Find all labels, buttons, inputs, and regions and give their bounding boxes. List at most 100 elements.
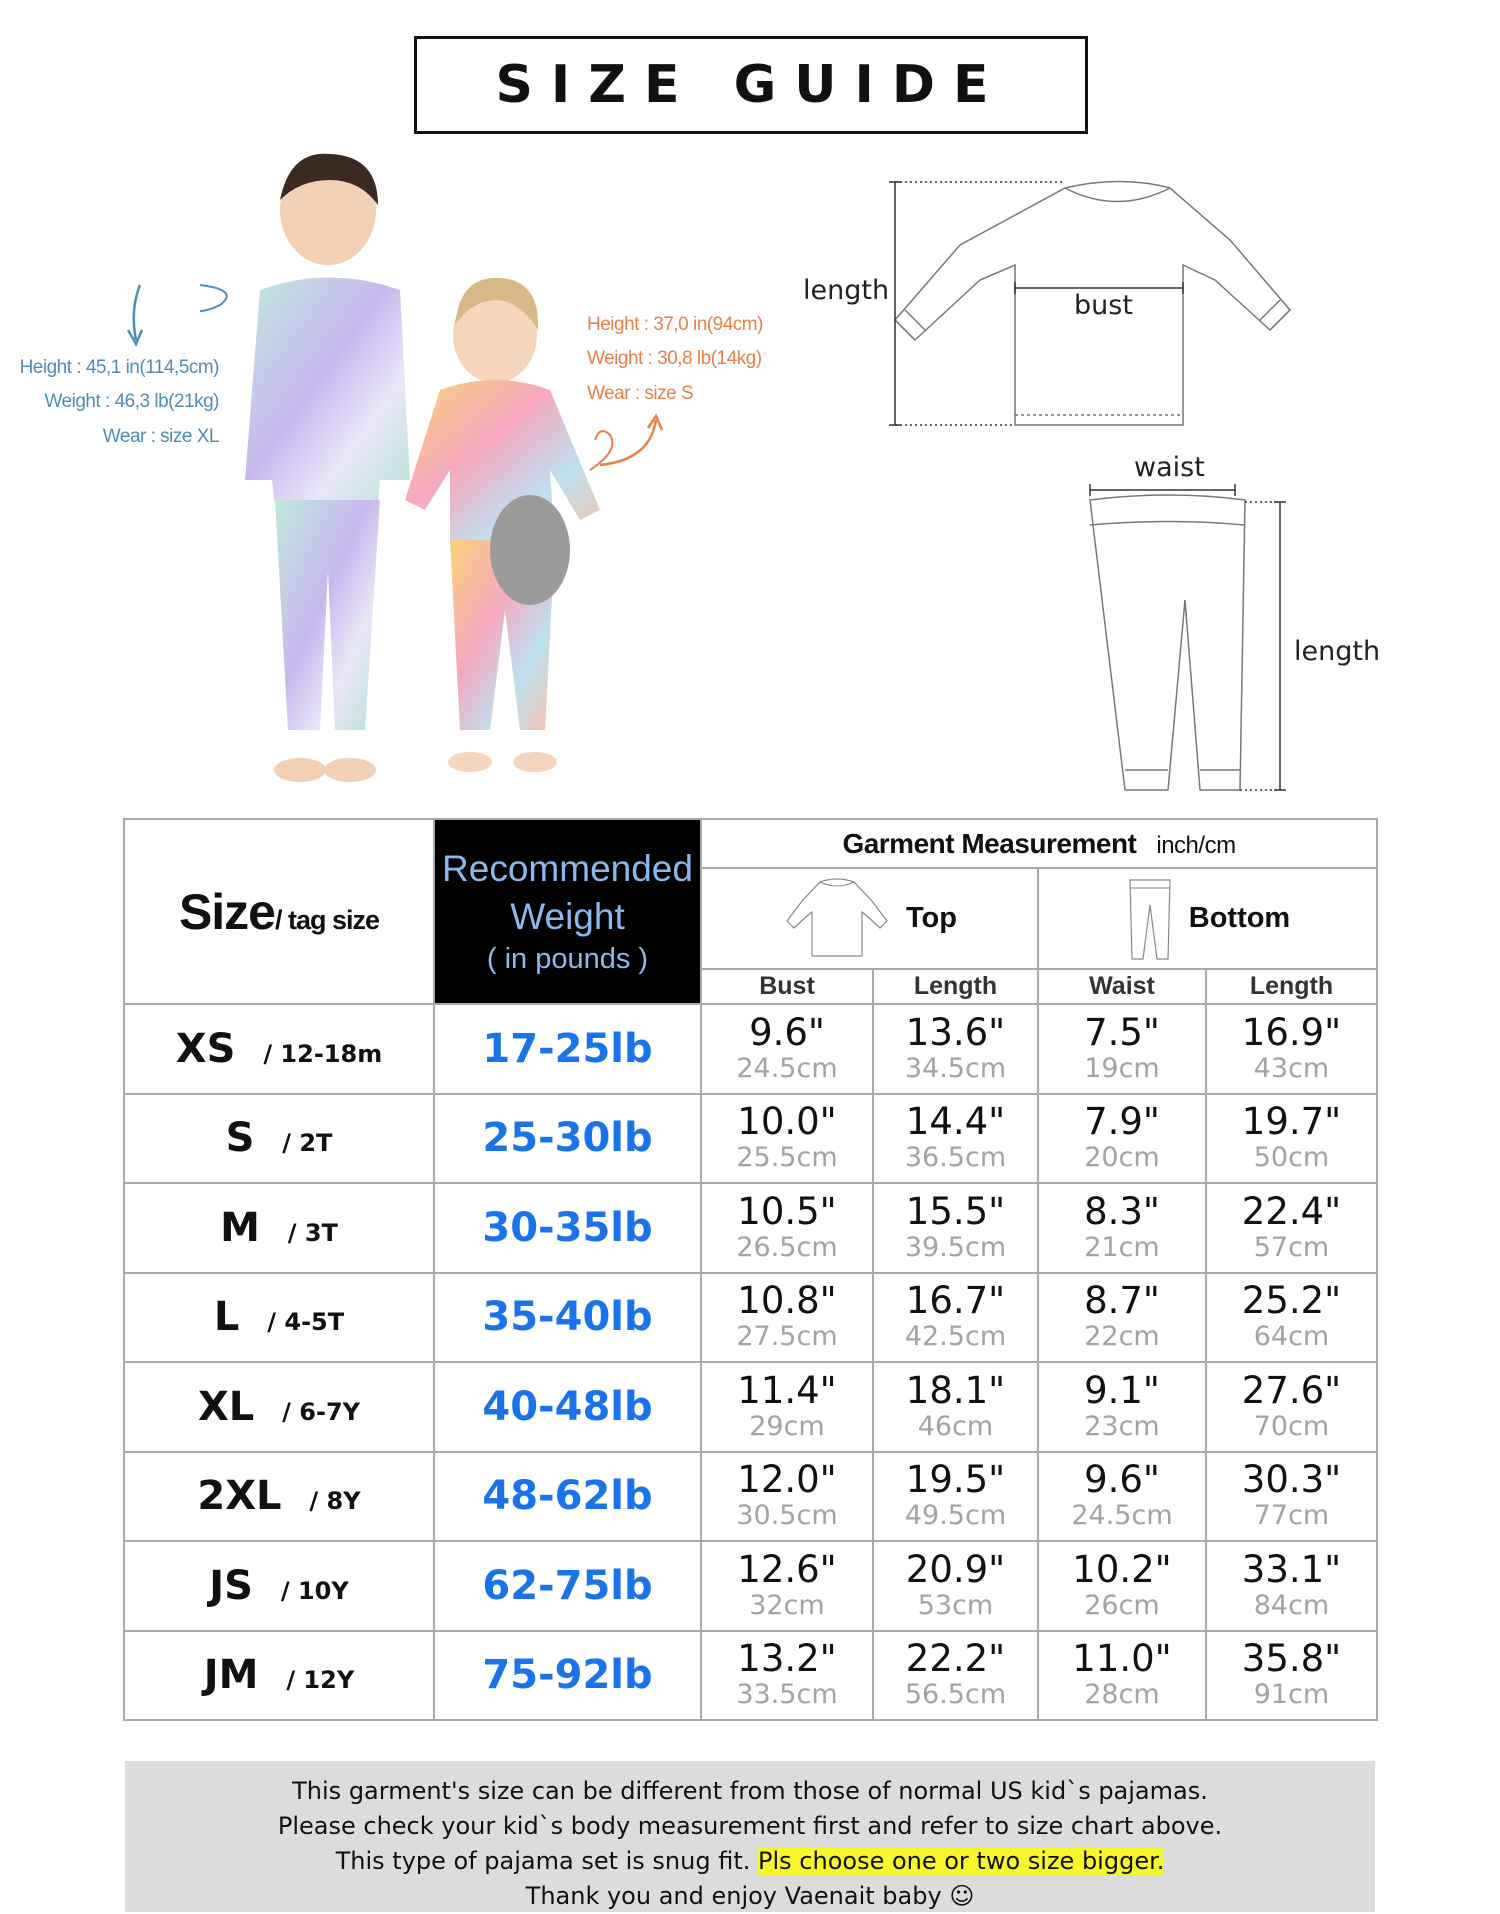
tag-size: / 12-18m	[263, 1039, 383, 1068]
waist-cell: 9.1" 23cm	[1037, 1361, 1207, 1453]
bottom-header: Bottom	[1037, 867, 1378, 970]
table-row: L / 4-5T 35-40lb 10.8" 27.5cm 16.7" 42.5cm 8.7…	[123, 1271, 1378, 1363]
boy-arrow-icon	[126, 284, 144, 347]
bottom-garment-diagram	[1089, 484, 1286, 791]
girl-weight-note: Weight : 30,8 lb(14kg)	[587, 348, 762, 369]
inch-value: 7.9"	[1084, 1100, 1160, 1144]
size-chart-table: Size/ tag size Recommended Weight( in pou…	[123, 818, 1378, 1721]
cm-value: 30.5cm	[736, 1500, 838, 1532]
boy-weight-note: Weight : 46,3 lb(21kg)	[44, 391, 219, 412]
top-length-cell: 16.7" 42.5cm	[872, 1271, 1039, 1363]
cm-value: 34.5cm	[904, 1052, 1007, 1084]
top-header: Top	[700, 867, 1039, 970]
fit-notice: This garment's size can be different fro…	[125, 1761, 1375, 1912]
cm-value: 49.5cm	[904, 1500, 1007, 1532]
girl-height-note: Height : 37,0 in(94cm)	[587, 314, 763, 335]
notice-line-1: This garment's size can be different fro…	[292, 1777, 1208, 1805]
inch-value: 15.5"	[905, 1189, 1006, 1233]
waist-label: waist	[1134, 452, 1205, 483]
inch-value: 22.2"	[905, 1637, 1006, 1681]
tag-size: / 3T	[287, 1218, 338, 1247]
cm-value: 24.5cm	[736, 1052, 838, 1084]
weight-cell: 48-62lb	[433, 1450, 702, 1542]
cm-value: 20cm	[1084, 1142, 1160, 1174]
top-length-cell: 15.5" 39.5cm	[872, 1182, 1039, 1274]
size-cell: M / 3T	[123, 1182, 435, 1274]
cm-value: 28cm	[1084, 1679, 1160, 1711]
top-garment-diagram	[889, 180, 1292, 426]
bottom-length-column-header: Length	[1205, 968, 1378, 1005]
bust-cell: 11.4" 29cm	[700, 1361, 874, 1453]
cm-value: 21cm	[1084, 1231, 1160, 1263]
garment-measurement-header: Garment Measurement inch/cm	[700, 818, 1378, 869]
cm-value: 50cm	[1253, 1142, 1330, 1174]
weight-cell: 30-35lb	[433, 1182, 702, 1274]
bust-cell: 12.6" 32cm	[700, 1540, 874, 1632]
inch-value: 22.4"	[1241, 1189, 1342, 1233]
table-row: JS / 10Y 62-75lb 12.6" 32cm 20.9" 53cm 10.2" 26…	[123, 1540, 1378, 1632]
table-row: 2XL / 8Y 48-62lb 12.0" 30.5cm 19.5" 49.5cm 9.6…	[123, 1450, 1378, 1542]
bust-cell: 10.0" 25.5cm	[700, 1092, 874, 1184]
boy-figure	[245, 153, 410, 782]
weight-cell: 75-92lb	[433, 1629, 702, 1721]
cm-value: 26.5cm	[736, 1231, 838, 1263]
top-length-cell: 18.1" 46cm	[872, 1361, 1039, 1453]
bust-cell: 9.6" 24.5cm	[700, 1003, 874, 1095]
bust-cell: 10.5" 26.5cm	[700, 1182, 874, 1274]
notice-line-4: Thank you and enjoy Vaenait baby ☺	[525, 1882, 975, 1910]
inch-value: 7.5"	[1084, 1010, 1160, 1054]
top-length-cell: 22.2" 56.5cm	[872, 1629, 1039, 1721]
bottom-pants-icon	[1129, 878, 1171, 960]
bottom-length-cell: 35.8" 91cm	[1205, 1629, 1378, 1721]
boy-arrow-icon	[200, 283, 228, 313]
cm-value: 43cm	[1253, 1052, 1330, 1084]
inch-value: 19.5"	[905, 1458, 1006, 1502]
weight-cell: 62-75lb	[433, 1540, 702, 1632]
size-cell: XL / 6-7Y	[123, 1361, 435, 1453]
notice-line-2: Please check your kid`s body measurement…	[277, 1812, 1223, 1840]
cm-value: 57cm	[1253, 1231, 1330, 1263]
table-row: JM / 12Y 75-92lb 13.2" 33.5cm 22.2" 56.5cm 11.…	[123, 1629, 1378, 1721]
waist-cell: 9.6" 24.5cm	[1037, 1450, 1207, 1542]
inch-value: 10.5"	[737, 1189, 837, 1233]
inch-value: 10.0"	[737, 1100, 837, 1144]
cm-value: 56.5cm	[904, 1679, 1007, 1711]
cm-value: 22cm	[1084, 1321, 1160, 1353]
cm-value: 70cm	[1253, 1410, 1330, 1442]
inch-value: 16.9"	[1241, 1010, 1342, 1054]
tag-size: / 12Y	[286, 1666, 355, 1695]
inch-value: 8.3"	[1084, 1189, 1160, 1233]
tag-size: / 2T	[282, 1129, 333, 1158]
inch-value: 27.6"	[1241, 1368, 1342, 1412]
waist-column-header: Waist	[1037, 968, 1207, 1005]
size-cell: JM / 12Y	[123, 1629, 435, 1721]
cm-value: 24.5cm	[1071, 1500, 1173, 1532]
inch-value: 10.2"	[1072, 1547, 1172, 1591]
inch-value: 20.9"	[905, 1547, 1006, 1591]
inch-value: 12.0"	[737, 1458, 837, 1502]
inch-value: 13.6"	[905, 1010, 1006, 1054]
waist-cell: 10.2" 26cm	[1037, 1540, 1207, 1632]
cm-value: 77cm	[1253, 1500, 1330, 1532]
inch-value: 9.6"	[749, 1010, 825, 1054]
girl-wear-note: Wear : size S	[587, 383, 694, 404]
cm-value: 53cm	[917, 1589, 994, 1621]
inch-value: 25.2"	[1241, 1279, 1342, 1323]
table-row: XL / 6-7Y 40-48lb 11.4" 29cm 18.1" 46cm 9.1" 23…	[123, 1361, 1378, 1453]
cm-value: 32cm	[749, 1589, 825, 1621]
page-title: SIZE GUIDE	[414, 36, 1088, 134]
girl-figure	[405, 277, 600, 772]
top-length-cell: 14.4" 36.5cm	[872, 1092, 1039, 1184]
cm-value: 46cm	[917, 1410, 994, 1442]
bottom-length-cell: 27.6" 70cm	[1205, 1361, 1378, 1453]
bust-cell: 10.8" 27.5cm	[700, 1271, 874, 1363]
tag-size: / 6-7Y	[282, 1397, 361, 1426]
cm-value: 39.5cm	[904, 1231, 1007, 1263]
bottom-length-label: length	[1294, 636, 1381, 667]
size-cell: 2XL / 8Y	[123, 1450, 435, 1542]
highlighted-advice: Pls choose one or two size bigger.	[758, 1847, 1165, 1875]
inch-value: 18.1"	[905, 1368, 1006, 1412]
inch-value: 12.6"	[737, 1547, 837, 1591]
size-header: Size/ tag size	[123, 818, 435, 1005]
weight-cell: 35-40lb	[433, 1271, 702, 1363]
